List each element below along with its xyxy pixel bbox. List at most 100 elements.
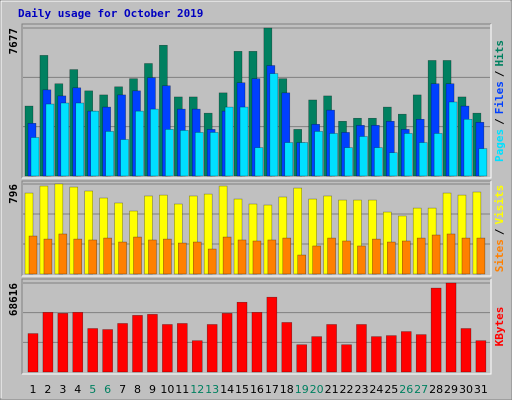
bar [237,239,247,275]
bar [386,335,397,373]
panel-bevel [22,24,492,179]
legend-entry: Visits [493,185,506,225]
bar [224,106,234,177]
bar [281,322,293,373]
bar [103,237,112,275]
bar [178,242,187,275]
bar [401,331,412,373]
legend-separator: / [493,70,506,77]
bar [148,239,157,275]
bar [446,233,456,275]
x-tick-label: 19 [295,383,309,396]
x-tick-label: 27 [414,383,428,396]
bar [418,142,428,177]
bar [88,239,97,275]
bar [356,324,367,373]
bar [222,236,232,275]
bar [475,340,487,373]
bar [344,147,353,177]
bar [389,152,398,177]
bar [221,313,233,373]
bar [433,133,443,177]
bar [147,314,158,373]
legend: Pages / Files / Hits [493,40,506,162]
bar [460,328,472,373]
bar [327,237,336,275]
bar [28,235,38,275]
legend-separator: / [493,118,506,125]
bar [73,238,83,275]
bar [254,147,264,177]
bar [42,312,54,373]
bar [312,245,321,275]
bar [236,301,248,373]
bar [463,118,473,177]
bar [357,245,366,275]
bar [430,287,442,373]
bar [341,344,352,373]
bar [296,344,307,373]
bar [478,148,488,177]
bar [416,237,426,275]
bar [132,315,143,373]
bar [30,137,40,177]
bar [117,323,128,373]
x-tick-label: 5 [89,383,96,396]
x-tick-label: 22 [340,383,354,396]
bar [326,324,337,373]
bar [90,110,99,177]
chart-title: Daily usage for October 2019 [18,7,203,20]
bar [163,238,172,275]
bar [45,103,55,177]
x-tick-label: 24 [369,383,383,396]
bar [359,136,368,177]
panel-bevel [21,278,491,374]
x-tick-label: 12 [190,383,204,396]
x-tick-label: 10 [160,383,174,396]
bar [150,108,159,177]
x-tick-label: 6 [104,383,111,396]
bar [371,336,382,373]
bar [105,131,114,177]
y-tick-label: 796 [7,184,20,204]
legend: KBytes [493,307,506,347]
y-tick-label: 68616 [7,283,20,316]
bar [372,238,381,275]
bar [448,101,458,177]
bar [476,237,486,275]
x-tick-label: 13 [205,383,219,396]
x-tick-label: 31 [474,383,488,396]
x-tick-label: 11 [175,383,189,396]
bar [58,233,68,275]
bar [461,237,471,275]
x-tick-label: 14 [220,383,234,396]
bar [266,296,278,373]
bar [267,239,277,275]
x-tick-label: 23 [354,383,368,396]
legend-entry: Sites [493,239,506,272]
bar [445,282,457,373]
x-tick-label: 7 [119,383,126,396]
bar [102,329,113,373]
bar [43,238,53,275]
bar [269,73,279,177]
bar [284,142,294,177]
legend-separator: / [493,228,506,235]
panel-bevel [21,23,491,178]
x-tick-label: 26 [399,383,413,396]
bar [404,133,413,177]
bar [387,241,396,275]
bar [194,132,204,177]
x-tick-label: 4 [74,383,81,396]
panel-bevel [22,181,492,277]
x-tick-label: 9 [149,383,156,396]
bar [251,312,263,373]
x-tick-label: 20 [310,383,324,396]
x-tick-label: 30 [459,383,473,396]
bar [180,130,189,177]
bar [311,336,322,373]
bar [329,133,338,177]
legend-entry: KBytes [493,307,506,347]
bar [27,333,39,373]
